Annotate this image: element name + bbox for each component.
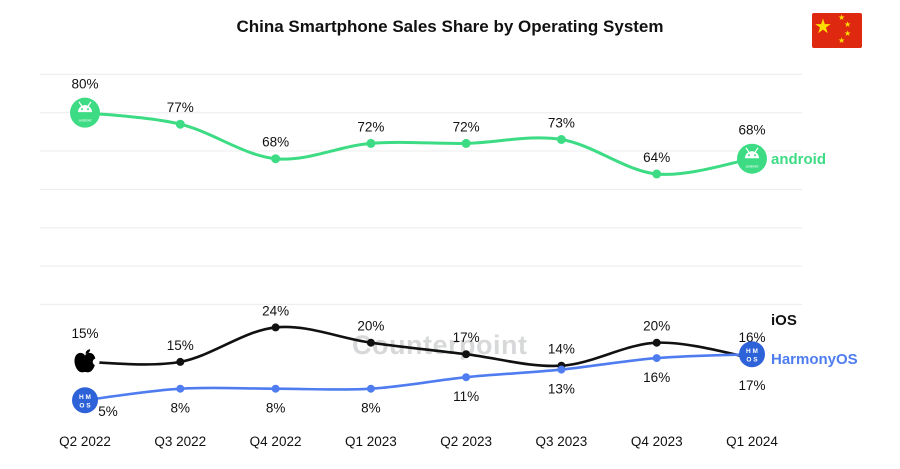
x-axis-label: Q2 2023 [440,434,492,449]
point-label: 8% [361,401,381,416]
point-label: 72% [357,119,384,134]
series-line-android [83,111,754,176]
data-point [175,119,185,129]
data-point [556,135,566,144]
point-label: 8% [266,401,286,416]
data-point [652,354,661,363]
x-axis-label: Q4 2022 [250,434,302,449]
data-point [462,373,471,382]
point-label: 8% [171,401,191,416]
data-point [366,384,375,393]
flag-star-icon: ★ [814,16,832,38]
series-label-ios: iOS [771,312,797,329]
x-axis-label: Q2 2022 [59,434,111,449]
x-axis-label: Q3 2022 [154,434,206,449]
point-label: 72% [453,119,480,134]
flag-star-icon: ★ [838,13,846,22]
android-icon: android [70,97,100,128]
x-axis-label: Q3 2023 [536,434,588,449]
point-label: 24% [262,303,289,318]
svg-text:android: android [746,165,759,169]
data-point [271,323,280,332]
series-line-ios [83,325,754,368]
harmonyos-icon: H M O S [72,387,98,414]
data-point [271,154,281,164]
chart-title: China Smartphone Sales Share by Operatin… [236,17,664,36]
data-point [461,138,471,148]
svg-text:android: android [79,119,92,123]
china-flag-icon: ★ ★ ★ ★ ★ [812,13,862,48]
point-label: 73% [548,116,575,131]
data-point [652,338,661,347]
x-axis-label: Q1 2023 [345,434,397,449]
series-label-harmonyos: HarmonyOS [771,351,858,368]
point-label: 77% [167,100,194,115]
point-label: 15% [167,338,194,353]
apple-icon [74,349,100,373]
point-label: 20% [357,319,384,334]
svg-text:H M: H M [746,348,758,355]
point-label: 17% [453,330,480,345]
svg-text:H M: H M [79,394,91,401]
point-label: 14% [548,342,575,357]
flag-star-icon: ★ [838,36,846,45]
point-label: 68% [262,135,289,150]
svg-text:O S: O S [746,357,758,364]
point-label: 13% [548,382,575,397]
point-label: 5% [98,404,118,419]
point-label: 11% [453,389,479,404]
point-label: 80% [71,77,98,92]
data-point [366,338,375,347]
series-line-harmonyos [83,352,754,402]
data-point [271,384,280,393]
data-point [652,169,662,179]
x-axis-label: Q1 2024 [726,434,778,449]
svg-text:O S: O S [79,403,91,410]
android-icon: android [737,143,767,174]
point-label: 17% [738,378,765,393]
point-label: 64% [643,150,670,165]
point-label: 68% [738,123,765,138]
harmonyos-icon: H M O S [739,341,765,368]
data-point [366,138,376,148]
point-label: 16% [738,330,765,345]
point-label: 16% [643,370,670,385]
x-axis-label: Q4 2023 [631,434,683,449]
data-point [462,350,471,359]
flag-star-icon: ★ [844,20,852,29]
point-label: 15% [71,326,98,341]
flag-star-icon: ★ [844,29,852,38]
data-point [176,384,185,393]
data-point [557,365,566,374]
series-label-android: android [771,151,826,168]
point-label: 20% [643,319,670,334]
data-point [176,357,185,366]
